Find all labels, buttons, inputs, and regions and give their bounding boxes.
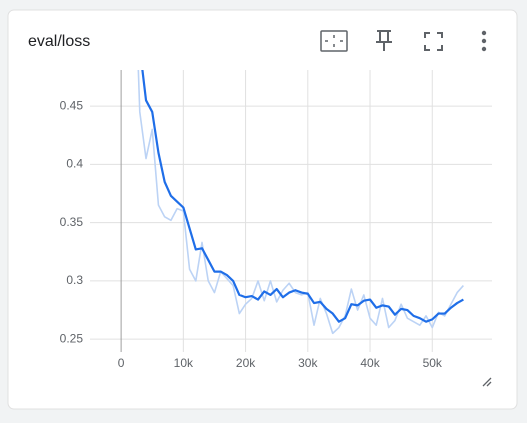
plot-area xyxy=(137,70,464,335)
x-tick-label: 10k xyxy=(174,356,194,370)
x-tick-label: 20k xyxy=(236,356,256,370)
x-tick-label: 40k xyxy=(360,356,380,370)
fullscreen-button[interactable] xyxy=(424,32,443,51)
card-background xyxy=(7,9,518,410)
y-tick-label: 0.45 xyxy=(60,98,84,112)
fit-domain-button[interactable] xyxy=(320,30,348,52)
series-line xyxy=(141,70,464,323)
y-tick-label: 0.3 xyxy=(66,273,83,287)
pin-button[interactable] xyxy=(376,30,392,51)
y-tick-label: 0.4 xyxy=(66,157,83,171)
x-tick-label: 50k xyxy=(423,356,443,370)
series-line xyxy=(137,70,464,335)
x-tick-label: 30k xyxy=(298,356,318,370)
y-tick-label: 0.35 xyxy=(60,215,84,229)
card-title: eval/loss xyxy=(28,33,90,50)
more-button[interactable] xyxy=(481,30,487,52)
resize-handle[interactable] xyxy=(482,377,492,387)
y-tick-label: 0.25 xyxy=(60,331,84,345)
x-tick-label: 0 xyxy=(118,356,125,370)
toolbar xyxy=(320,30,487,52)
